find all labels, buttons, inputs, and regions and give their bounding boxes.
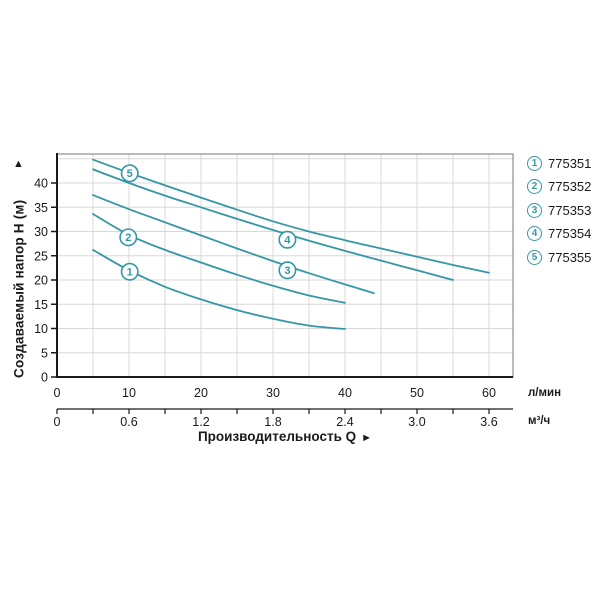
curve-marker-circle-5 (120, 164, 139, 183)
y-tick-label: 30 (34, 225, 48, 239)
legend-item-775351: 1 775351 (527, 155, 591, 172)
x-tick-label-lmin: 0 (54, 386, 61, 400)
x-tick-label-lmin: 30 (266, 386, 280, 400)
legend-item-775353: 3 775353 (527, 202, 591, 219)
x-tick-label-lmin: 10 (122, 386, 136, 400)
legend-item-775354: 4 775354 (527, 225, 591, 242)
legend-code: 775353 (548, 202, 592, 218)
curve-775352 (92, 213, 346, 304)
curve-marker-number-2: 2 (125, 232, 131, 244)
x-tick-label-m3h: 1.2 (192, 415, 209, 429)
curve-775351 (92, 249, 346, 330)
curve-775355 (92, 158, 490, 274)
x-tick-label-lmin: 50 (410, 386, 424, 400)
chart-legend: 1 775351 2 775352 3 775353 4 775354 5 775355 (527, 0, 600, 600)
curve-marker-number-4: 4 (284, 235, 291, 247)
x-axis-title: Производительность Q ► (57, 429, 513, 444)
x-tick-label-m3h: 0.6 (120, 415, 137, 429)
curve-775354 (92, 168, 454, 281)
x-tick-label-lmin: 20 (194, 386, 208, 400)
x-tick-label-m3h: 2.4 (336, 415, 353, 429)
legend-marker-circle: 3 (527, 202, 542, 218)
y-tick-label: 25 (34, 249, 48, 263)
legend-code: 775352 (548, 179, 592, 194)
legend-item-775352: 2 775352 (527, 178, 591, 195)
legend-code: 775351 (548, 155, 592, 171)
curve-marker-number-5: 5 (127, 168, 133, 180)
x-tick-label-m3h: 1.8 (264, 415, 281, 429)
curve-marker-circle-3 (278, 261, 297, 280)
legend-marker-circle: 1 (527, 155, 542, 171)
x-axis-unit-m3h: м³/ч (528, 415, 551, 427)
x-tick-label-lmin: 40 (338, 386, 352, 400)
y-tick-label: 5 (41, 346, 48, 360)
y-tick-label: 0 (41, 371, 48, 385)
curve-marker-circle-2 (119, 228, 138, 247)
y-axis-title-text: Создаваемый напор H (м) (11, 199, 27, 378)
x-axis-unit-lmin: л/мин (528, 387, 562, 399)
x-axis-arrow-icon: ► (361, 432, 373, 444)
y-tick-label: 20 (34, 274, 48, 288)
curve-marker-number-3: 3 (284, 265, 290, 277)
legend-marker-circle: 5 (527, 249, 542, 265)
legend-code: 775354 (548, 226, 592, 241)
legend-marker-circle: 4 (527, 226, 542, 241)
legend-code: 775355 (548, 249, 592, 265)
curve-775353 (92, 194, 375, 294)
y-axis-arrow-icon: ▲ (13, 158, 24, 170)
curve-marker-number-1: 1 (127, 267, 133, 279)
x-axis-title-text: Производительность Q (197, 429, 357, 444)
y-tick-label: 15 (34, 298, 48, 312)
y-tick-label: 40 (34, 177, 48, 191)
y-axis-title: Создаваемый напор H (м) (9, 168, 29, 378)
curve-marker-circle-4 (278, 230, 297, 249)
x-tick-label-m3h: 3.6 (480, 415, 497, 429)
x-tick-label-m3h: 3.0 (408, 415, 425, 429)
legend-item-775355: 5 775355 (527, 249, 591, 266)
curve-marker-circle-1 (120, 262, 139, 281)
legend-marker-circle: 2 (527, 179, 542, 194)
y-tick-label: 10 (34, 322, 48, 336)
x-tick-label-m3h: 0 (54, 415, 61, 429)
x-tick-label-lmin: 60 (482, 386, 496, 400)
y-tick-label: 35 (34, 201, 48, 215)
